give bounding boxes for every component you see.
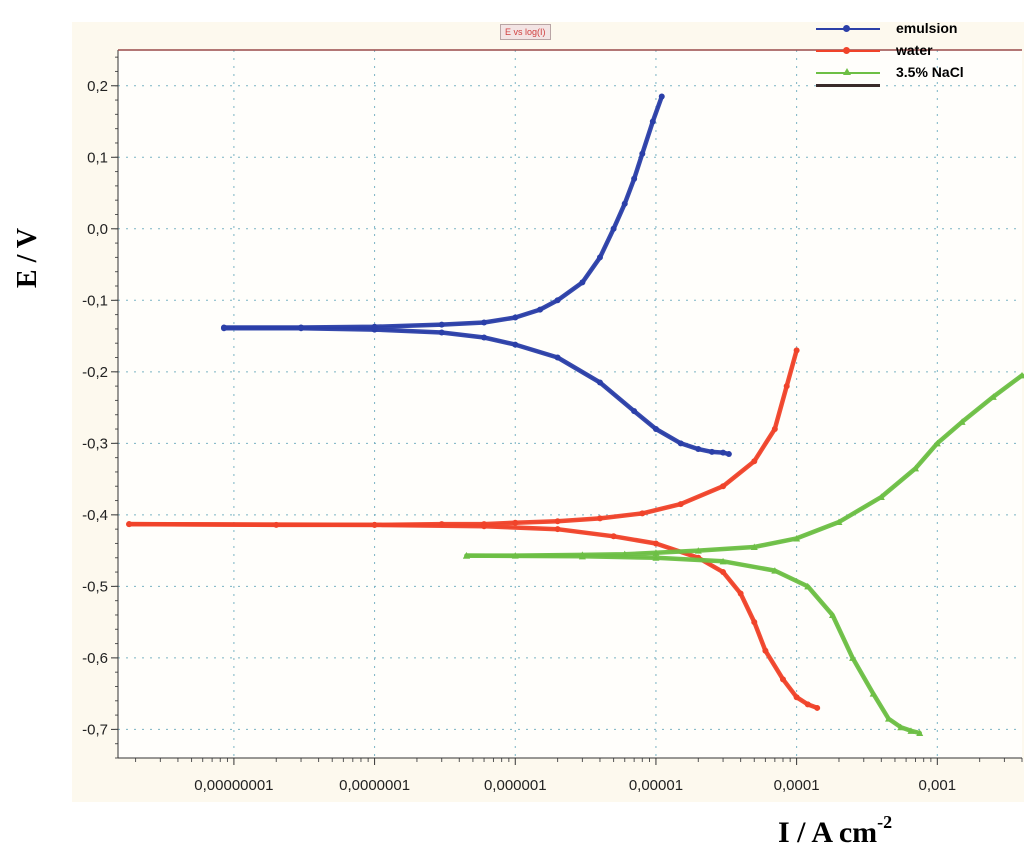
y-tick-label: -0,5 — [82, 578, 108, 595]
x-axis-label: I / A cm-2 — [778, 812, 892, 850]
data-point-water — [762, 648, 768, 654]
series-thin-line-nacl-cathodic — [467, 556, 920, 733]
legend-marker-nacl — [843, 68, 851, 75]
legend: emulsion water 3.5% NaCl — [810, 18, 1010, 84]
data-point-emulsion — [611, 226, 617, 232]
series-line-nacl-cathodic — [467, 556, 920, 733]
x-axis-label-exponent: -2 — [877, 812, 892, 832]
data-point-water — [814, 705, 820, 711]
y-tick-label: -0,6 — [82, 650, 108, 667]
data-point-emulsion — [678, 440, 684, 446]
data-point-emulsion — [631, 176, 637, 182]
y-tick-label: 0,1 — [87, 149, 108, 166]
data-point-emulsion — [298, 325, 304, 331]
x-tick-label: 0,000001 — [484, 777, 547, 794]
y-tick-label: -0,2 — [82, 364, 108, 381]
data-point-water — [772, 426, 778, 432]
x-tick-label: 0,00000001 — [194, 777, 273, 794]
data-point-water — [720, 569, 726, 575]
data-point-water — [794, 694, 800, 700]
data-point-water — [481, 523, 487, 529]
data-point-emulsion — [631, 408, 637, 414]
data-point-water — [555, 518, 561, 524]
y-tick-label: 0,0 — [87, 221, 108, 238]
series-thin-line-emulsion-cathodic — [224, 328, 729, 454]
data-point-emulsion — [221, 325, 227, 331]
data-point-water — [597, 515, 603, 521]
legend-marker-water — [843, 47, 850, 54]
data-point-emulsion — [439, 322, 445, 328]
data-point-water — [512, 520, 518, 526]
data-point-emulsion — [695, 446, 701, 452]
legend-label-water: water — [896, 42, 933, 58]
y-axis-label: E / V — [12, 228, 44, 288]
y-tick-label: -0,7 — [82, 721, 108, 738]
series-line-emulsion-anodic — [224, 97, 662, 328]
data-point-water — [751, 619, 757, 625]
legend-item-emulsion: emulsion — [810, 18, 1010, 40]
data-point-water — [720, 483, 726, 489]
data-point-water — [372, 522, 378, 528]
x-axis-label-text: I / A cm — [778, 816, 877, 849]
data-point-emulsion — [512, 314, 518, 320]
legend-label-nacl: 3.5% NaCl — [896, 64, 964, 80]
x-tick-label: 0,0000001 — [339, 777, 410, 794]
data-point-water — [784, 383, 790, 389]
legend-marker-emulsion — [843, 25, 850, 32]
data-point-water — [794, 347, 800, 353]
data-point-water — [805, 701, 811, 707]
x-tick-label: 0,0001 — [774, 777, 820, 794]
data-point-emulsion — [597, 380, 603, 386]
data-point-emulsion — [481, 334, 487, 340]
legend-label-emulsion: emulsion — [896, 20, 957, 36]
data-point-emulsion — [720, 450, 726, 456]
x-tick-label: 0,00001 — [629, 777, 683, 794]
data-point-emulsion — [512, 342, 518, 348]
data-point-emulsion — [709, 449, 715, 455]
data-point-emulsion — [653, 426, 659, 432]
data-point-emulsion — [481, 319, 487, 325]
data-point-water — [751, 458, 757, 464]
legend-item-nacl: 3.5% NaCl — [810, 62, 1010, 84]
chart-title: E vs log(I) — [500, 24, 551, 40]
data-point-water — [738, 591, 744, 597]
data-point-emulsion — [639, 151, 645, 157]
data-point-water — [126, 521, 132, 527]
data-point-emulsion — [555, 297, 561, 303]
data-point-emulsion — [372, 327, 378, 333]
data-point-emulsion — [726, 451, 732, 457]
series-line-water-anodic — [129, 350, 797, 525]
legend-item-water: water — [810, 40, 1010, 62]
data-point-water — [555, 526, 561, 532]
y-tick-label: 0,2 — [87, 78, 108, 95]
data-point-emulsion — [555, 355, 561, 361]
data-point-water — [653, 540, 659, 546]
data-point-water — [678, 501, 684, 507]
legend-underline — [816, 84, 880, 87]
y-tick-label: -0,1 — [82, 292, 108, 309]
data-point-emulsion — [622, 201, 628, 207]
data-point-water — [611, 533, 617, 539]
data-point-emulsion — [659, 93, 665, 99]
data-point-emulsion — [537, 307, 543, 313]
y-tick-label: -0,4 — [82, 507, 108, 524]
data-point-emulsion — [650, 119, 656, 125]
y-tick-label: -0,3 — [82, 435, 108, 452]
x-tick-label: 0,001 — [919, 777, 957, 794]
series-line-emulsion-cathodic — [224, 328, 729, 454]
data-point-emulsion — [597, 254, 603, 260]
data-point-emulsion — [579, 279, 585, 285]
data-point-water — [639, 510, 645, 516]
data-point-emulsion — [439, 329, 445, 335]
series-thin-line-emulsion-anodic — [224, 97, 662, 328]
data-point-water — [780, 676, 786, 682]
